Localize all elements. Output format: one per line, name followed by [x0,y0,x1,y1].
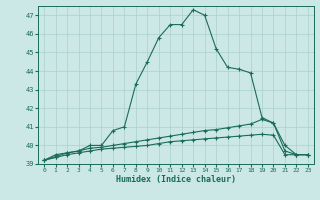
X-axis label: Humidex (Indice chaleur): Humidex (Indice chaleur) [116,175,236,184]
